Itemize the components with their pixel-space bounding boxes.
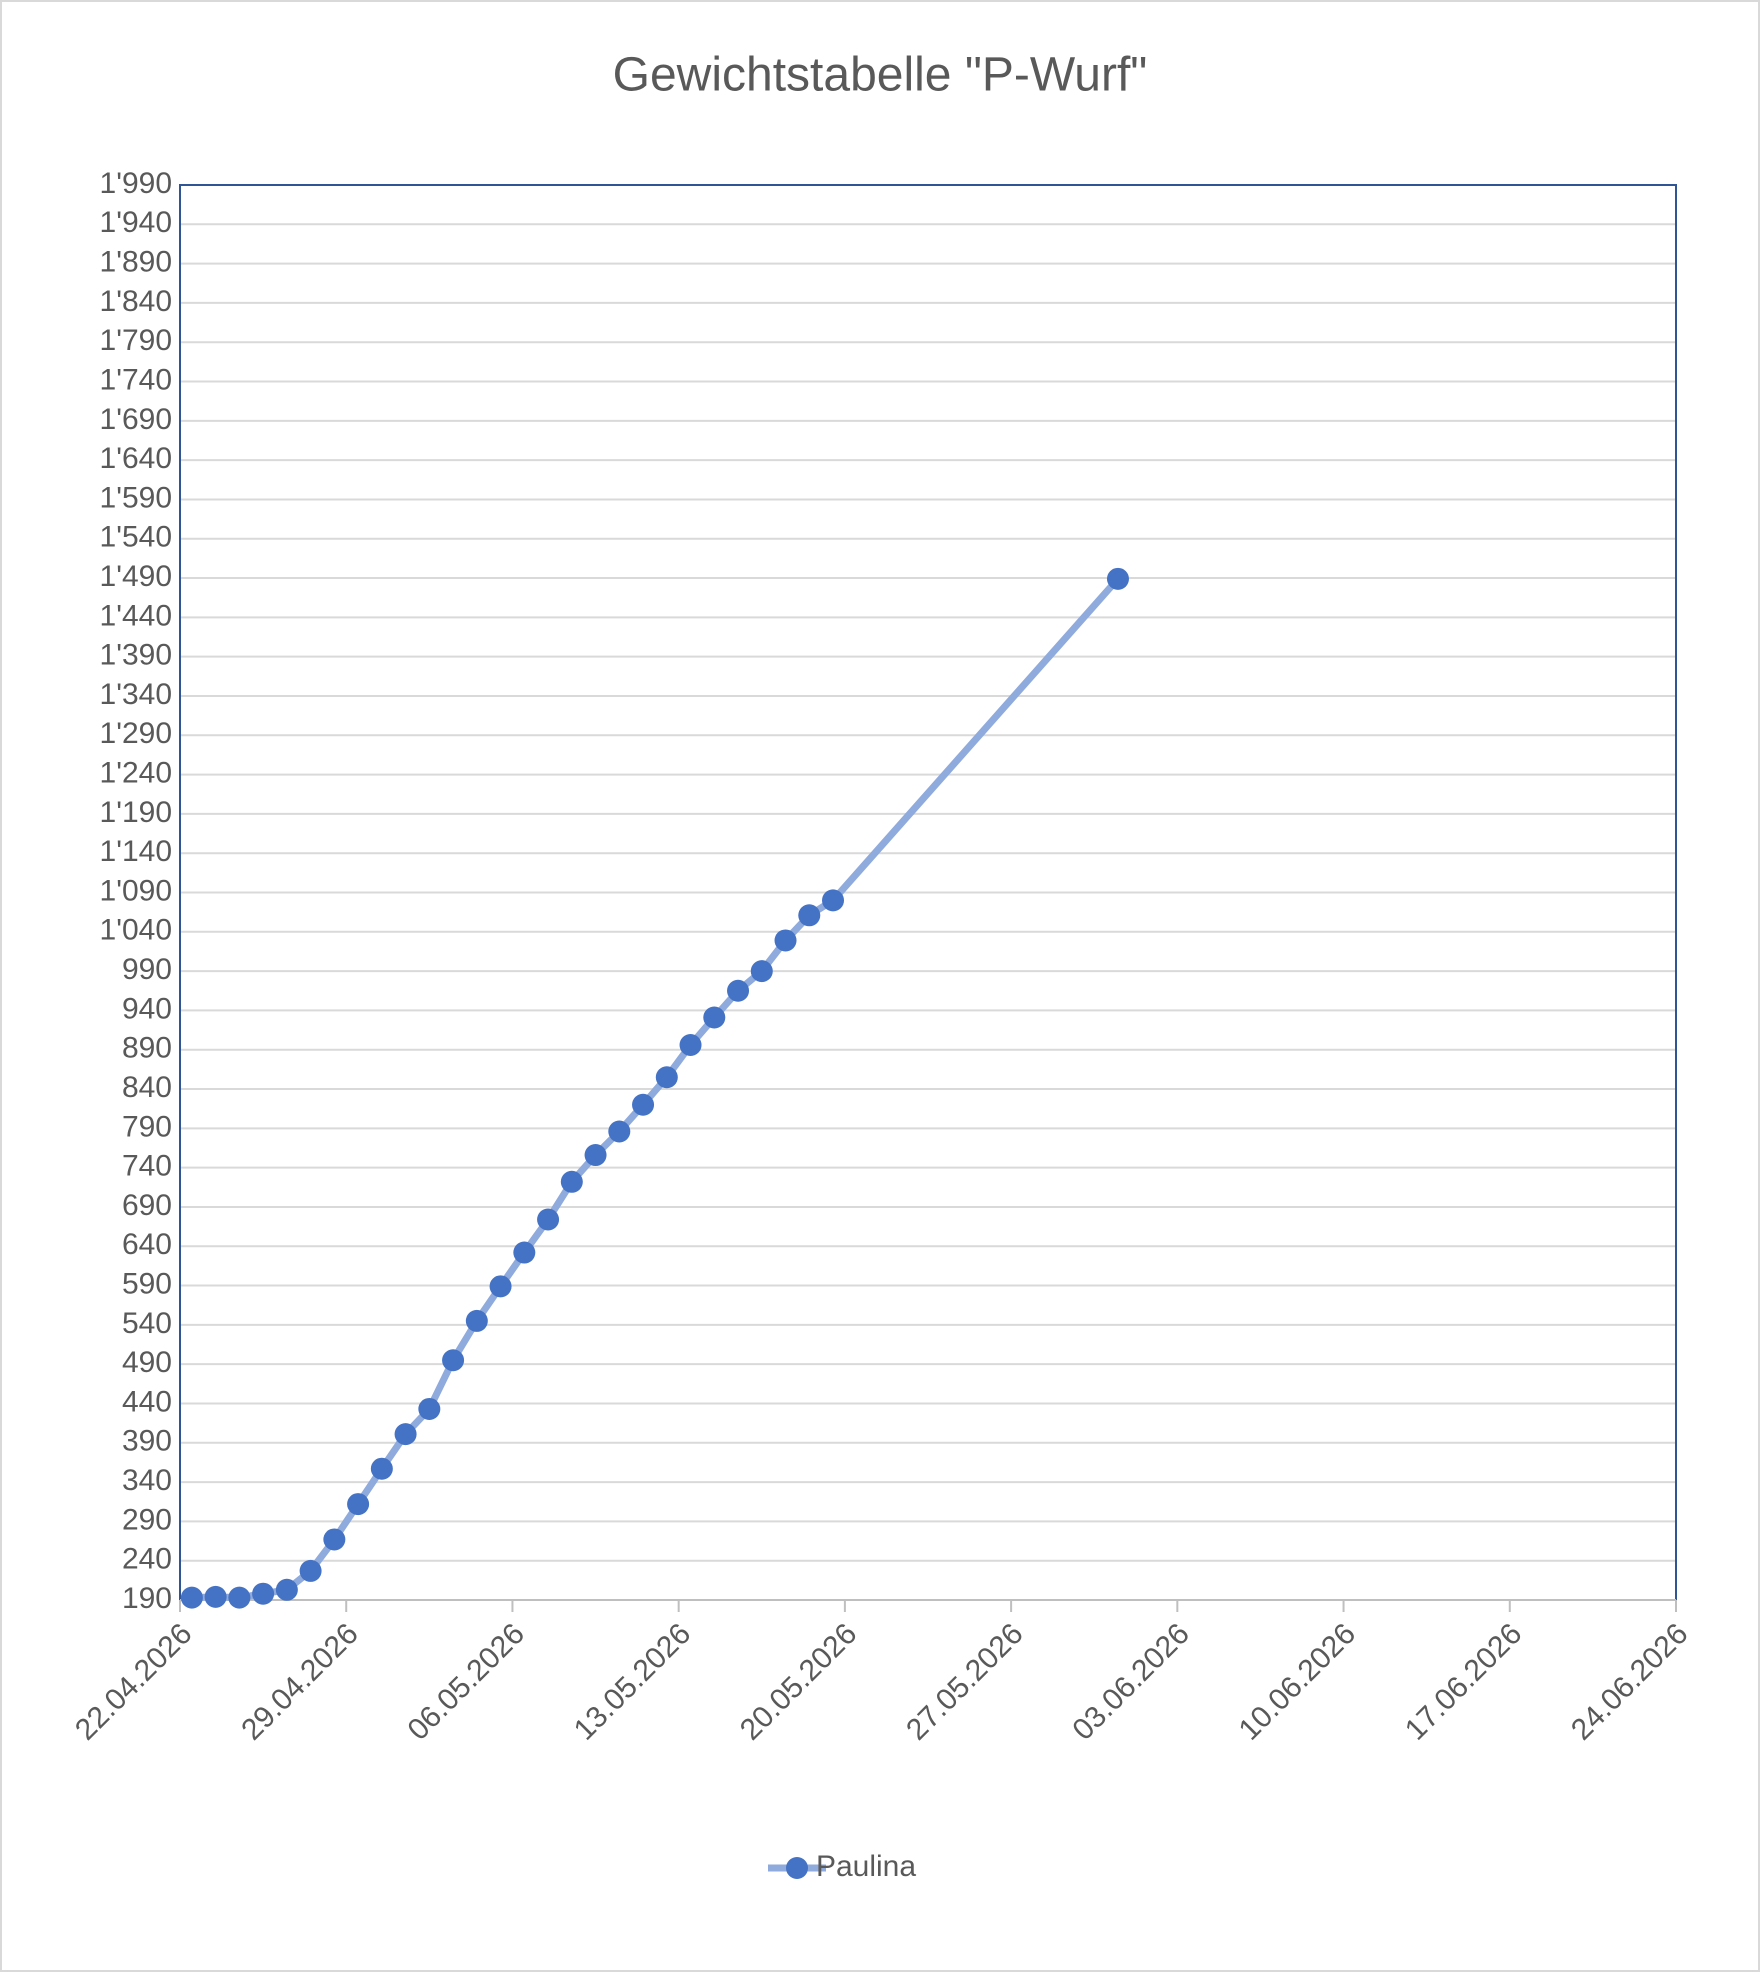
data-point bbox=[774, 929, 797, 952]
y-tick-label: 840 bbox=[122, 1071, 172, 1104]
data-point bbox=[489, 1275, 512, 1298]
data-point bbox=[465, 1309, 488, 1332]
plot-frame bbox=[179, 184, 1677, 1600]
data-point bbox=[228, 1586, 251, 1609]
data-point bbox=[252, 1582, 275, 1605]
data-point bbox=[275, 1578, 298, 1601]
data-point bbox=[1106, 567, 1129, 590]
data-point bbox=[299, 1559, 322, 1582]
y-tick-label: 1'840 bbox=[100, 285, 172, 318]
y-tick-label: 190 bbox=[122, 1582, 172, 1615]
data-point bbox=[608, 1120, 631, 1143]
data-point bbox=[180, 1586, 203, 1609]
y-tick-label: 1'090 bbox=[100, 874, 172, 907]
y-tick-label: 1'040 bbox=[100, 914, 172, 947]
y-tick-label: 1'990 bbox=[100, 167, 172, 200]
y-tick-label: 940 bbox=[122, 992, 172, 1025]
data-point bbox=[418, 1397, 441, 1420]
data-point bbox=[632, 1093, 655, 1116]
y-tick-label: 640 bbox=[122, 1228, 172, 1261]
data-point bbox=[798, 904, 821, 927]
chart-title: Gewichtstabelle "P-Wurf" bbox=[613, 49, 1148, 102]
data-point bbox=[703, 1006, 726, 1029]
y-tick-label: 890 bbox=[122, 1032, 172, 1065]
y-tick-label: 290 bbox=[122, 1503, 172, 1536]
y-tick-label: 1'540 bbox=[100, 521, 172, 554]
y-tick-label: 1'940 bbox=[100, 206, 172, 239]
data-point bbox=[560, 1170, 583, 1193]
y-tick-label: 1'240 bbox=[100, 757, 172, 790]
y-tick-label: 1'140 bbox=[100, 835, 172, 868]
y-tick-label: 1'290 bbox=[100, 717, 172, 750]
data-point bbox=[727, 979, 750, 1002]
legend: Paulina bbox=[768, 1850, 916, 1883]
y-tick-label: 1'690 bbox=[100, 403, 172, 436]
legend-marker bbox=[786, 1857, 808, 1879]
y-tick-label: 1'390 bbox=[100, 639, 172, 672]
y-tick-label: 1'440 bbox=[100, 599, 172, 632]
y-tick-label: 990 bbox=[122, 953, 172, 986]
y-tick-label: 1'490 bbox=[100, 560, 172, 593]
data-point bbox=[513, 1241, 536, 1264]
data-point bbox=[394, 1423, 417, 1446]
data-point bbox=[584, 1144, 607, 1167]
y-tick-label: 1'790 bbox=[100, 324, 172, 357]
y-tick-label: 390 bbox=[122, 1425, 172, 1458]
y-tick-label: 740 bbox=[122, 1150, 172, 1183]
y-tick-label: 540 bbox=[122, 1307, 172, 1340]
y-tick-label: 590 bbox=[122, 1267, 172, 1300]
y-tick-label: 1'190 bbox=[100, 796, 172, 829]
y-tick-label: 1'640 bbox=[100, 442, 172, 475]
data-point bbox=[822, 889, 845, 912]
data-point bbox=[204, 1585, 227, 1608]
data-point bbox=[370, 1457, 393, 1480]
data-point bbox=[442, 1349, 465, 1372]
y-tick-label: 340 bbox=[122, 1464, 172, 1497]
y-tick-label: 1'890 bbox=[100, 246, 172, 279]
data-point bbox=[537, 1208, 560, 1231]
y-tick-label: 240 bbox=[122, 1543, 172, 1576]
y-tick-label: 440 bbox=[122, 1385, 172, 1418]
y-tick-label: 690 bbox=[122, 1189, 172, 1222]
data-point bbox=[323, 1528, 346, 1551]
data-point bbox=[679, 1034, 702, 1057]
y-tick-label: 790 bbox=[122, 1110, 172, 1143]
y-tick-label: 1'740 bbox=[100, 363, 172, 396]
data-point bbox=[655, 1066, 678, 1089]
data-point bbox=[347, 1493, 370, 1516]
legend-label: Paulina bbox=[816, 1850, 916, 1883]
y-tick-label: 1'590 bbox=[100, 481, 172, 514]
y-tick-label: 1'340 bbox=[100, 678, 172, 711]
y-tick-label: 490 bbox=[122, 1346, 172, 1379]
data-point bbox=[750, 960, 773, 983]
